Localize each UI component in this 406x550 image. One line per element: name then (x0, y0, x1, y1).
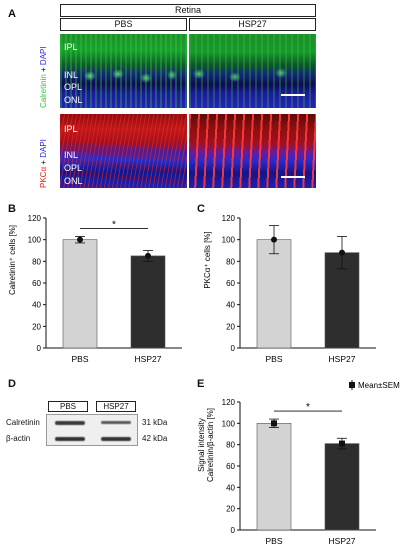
chart-b-ytick-label-5: 100 (28, 236, 42, 245)
chart-c-category-label-0: PBS (265, 354, 282, 364)
chart-e-category-label-0: PBS (265, 536, 282, 546)
header-col-hsp27-label: HSP27 (238, 19, 267, 29)
chart-b-marks: PBS HSP27 * (62, 219, 166, 364)
scale-bar-bottom (281, 176, 305, 178)
chart-e-ytick-label-3: 60 (226, 462, 235, 471)
chart-e-marks: PBS HSP27 * (256, 402, 360, 546)
chart-c-ylabel: PKCα⁺ cells [%] (203, 231, 212, 288)
chart-b-ytick-label-2: 40 (32, 301, 41, 310)
panel-letter-a: A (8, 8, 16, 20)
chart-e-ytick-label-5: 100 (222, 419, 236, 428)
chart-b-category-label-1: HSP27 (135, 354, 162, 364)
blot-band-bactin-hsp27 (101, 437, 131, 441)
chart-c-ytick-label-6: 120 (222, 214, 236, 223)
layer-label-inl: INL (64, 70, 79, 80)
micrograph-calretinin-pbs: IPL INL OPL ONL (60, 34, 187, 108)
micrograph-pkca-pbs: IPL INL OPL ONL (60, 114, 187, 188)
chart-b-bar-0 (62, 239, 98, 349)
layer-label-inl-bottom: INL (64, 150, 79, 160)
blot-header-pbs-label: PBS (59, 402, 76, 411)
header-region-box: Retina (60, 4, 316, 17)
panel-letter-c: C (197, 203, 205, 215)
chart-e-ytick-label-0: 0 (231, 526, 236, 535)
blot-header-hsp27: HSP27 (96, 401, 136, 412)
panel-letter-d: D (8, 378, 16, 390)
layer-label-opl-bottom: OPL (64, 163, 83, 173)
chart-e-legend-label: Mean±SEM (358, 381, 400, 390)
chart-e-ylabel-line2: Calretinin/β-actin [%] (206, 408, 215, 482)
stain-label-bottom: PKCα + DAPI (39, 114, 48, 188)
chart-e-legend: Mean±SEM (349, 380, 400, 390)
chart-c-ytick-label-3: 60 (226, 279, 235, 288)
blot-header-pbs: PBS (48, 401, 88, 412)
chart-e-ytick-label-4: 80 (226, 441, 235, 450)
chart-e: Signal intensity Calretinin/β-actin [%] … (197, 380, 400, 546)
stain-label-bottom-main: PKCα (39, 166, 48, 188)
micrograph-pkca-hsp27 (189, 114, 316, 188)
chart-e-ytick-label-2: 40 (226, 483, 235, 492)
blot-band-bactin-pbs (55, 437, 85, 441)
chart-b-ytick-label-4: 80 (32, 257, 41, 266)
blot-band-calretinin-pbs (55, 421, 85, 425)
blot-row-label-bactin: β-actin (6, 434, 31, 443)
micrograph-calretinin-hsp27 (189, 34, 316, 108)
chart-c: PKCα⁺ cells [%] 0 20 40 60 80 100 120 PBS HSP27 (203, 214, 376, 364)
chart-e-bar-0 (256, 423, 292, 531)
panel-letter-e: E (197, 378, 205, 390)
stain-label-bottom-sep: + (39, 157, 48, 167)
layer-label-ipl-bottom: IPL (64, 124, 78, 134)
chart-e-significance-star: * (306, 402, 310, 413)
chart-b-ytick-label-6: 120 (28, 214, 42, 223)
chart-c-ytick-label-2: 40 (226, 301, 235, 310)
chart-e-ylabel-line1: Signal intensity (197, 418, 206, 472)
chart-b-ytick-label-3: 60 (32, 279, 41, 288)
header-col-pbs-label: PBS (114, 19, 133, 29)
blot-size-bactin: 42 kDa (142, 434, 168, 443)
blot-header-hsp27-label: HSP27 (103, 402, 129, 411)
blot-band-calretinin-hsp27 (101, 421, 131, 424)
chart-c-bar-0 (256, 239, 292, 349)
stain-label-top: Calretinin + DAPI (39, 34, 48, 108)
stain-label-top-counter: DAPI (39, 46, 48, 66)
chart-b-ytick-label-0: 0 (37, 344, 42, 353)
chart-b-mean-marker-0 (77, 236, 83, 243)
chart-b: Calretinin⁺ cells [%] 0 20 40 60 80 100 120 PB… (8, 214, 182, 364)
stain-label-bottom-counter: DAPI (39, 139, 48, 158)
chart-c-marks: PBS HSP27 (256, 225, 360, 364)
chart-c-category-label-1: HSP27 (329, 354, 356, 364)
chart-c-mean-marker-0 (271, 236, 277, 243)
chart-c-ytick-label-4: 80 (226, 257, 235, 266)
chart-c-ytick-label-1: 20 (226, 322, 235, 331)
scale-bar-top (281, 94, 305, 96)
chart-e-ytick-label-1: 20 (226, 505, 235, 514)
chart-b-ylabel: Calretinin⁺ cells [%] (8, 225, 17, 295)
chart-b-mean-marker-1 (145, 252, 151, 259)
blot-size-calretinin: 31 kDa (142, 418, 168, 427)
chart-e-ytick-label-6: 120 (222, 398, 236, 407)
header-col-pbs-box: PBS (60, 18, 187, 31)
layer-label-onl-bottom: ONL (64, 176, 83, 186)
header-region-label: Retina (174, 5, 201, 15)
chart-c-ytick-label-0: 0 (231, 344, 236, 353)
chart-c-ytick-label-5: 100 (222, 236, 236, 245)
chart-e-category-label-1: HSP27 (329, 536, 356, 546)
chart-e-mean-marker-0 (271, 420, 277, 427)
blot-row-label-calretinin: Calretinin (6, 418, 40, 427)
layer-label-onl: ONL (64, 95, 83, 105)
layer-label-ipl: IPL (64, 42, 78, 52)
chart-c-mean-marker-1 (339, 249, 345, 256)
chart-b-category-label-0: PBS (71, 354, 88, 364)
stain-label-top-sep: + (39, 65, 48, 75)
blot-image (46, 414, 138, 446)
chart-e-mean-marker-1 (339, 440, 345, 447)
stain-label-top-main: Calretinin (39, 74, 48, 108)
header-col-hsp27-box: HSP27 (189, 18, 316, 31)
chart-b-ytick-label-1: 20 (32, 322, 41, 331)
chart-b-bar-1 (130, 255, 166, 349)
layer-label-opl: OPL (64, 82, 83, 92)
chart-b-significance-star: * (112, 219, 116, 230)
chart-e-bar-1 (324, 443, 360, 531)
panel-letter-b: B (8, 203, 16, 215)
chart-e-legend-marker (349, 382, 355, 388)
